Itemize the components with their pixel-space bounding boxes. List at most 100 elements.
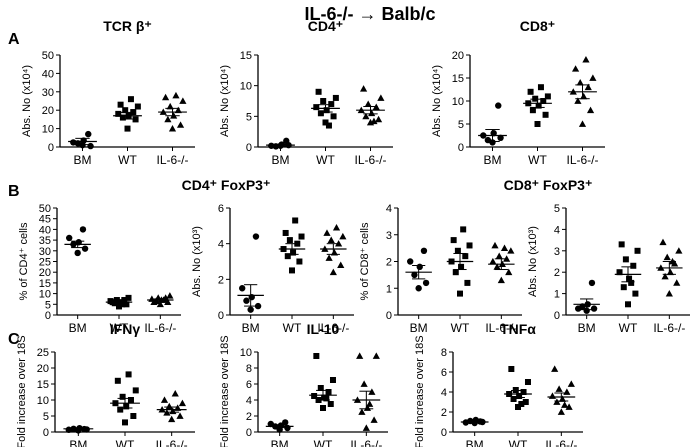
y-tick-label: 50 bbox=[42, 50, 54, 62]
y-axis-label: Abs. No (x10³) bbox=[527, 226, 539, 297]
data-point bbox=[168, 125, 177, 132]
data-point bbox=[320, 405, 326, 411]
data-point bbox=[420, 247, 428, 254]
data-point bbox=[537, 84, 544, 91]
x-tick-label: IL-6-/- bbox=[350, 438, 382, 447]
y-tick-label: 25 bbox=[37, 347, 49, 359]
data-point bbox=[557, 408, 565, 415]
chart-b4: 0 1 2 3 4 5 Abs. No (x10³) BM WT IL-6-/- bbox=[527, 203, 690, 335]
data-point bbox=[317, 385, 324, 391]
data-point bbox=[317, 110, 324, 117]
data-point bbox=[166, 292, 174, 299]
data-point bbox=[66, 234, 73, 242]
data-point bbox=[87, 142, 94, 150]
series-bm bbox=[460, 416, 489, 427]
data-point bbox=[359, 85, 368, 92]
data-point bbox=[315, 88, 322, 95]
data-point bbox=[458, 263, 465, 270]
data-point bbox=[542, 111, 549, 118]
data-point bbox=[422, 279, 430, 287]
data-point bbox=[166, 102, 174, 110]
y-tick-label: 15 bbox=[37, 379, 49, 391]
data-point bbox=[618, 241, 625, 248]
x-tick-label: BM bbox=[578, 321, 596, 335]
y-tick-label: 6 bbox=[246, 379, 252, 391]
data-point bbox=[377, 94, 385, 101]
data-point bbox=[179, 97, 187, 104]
y-tick-label: 10 bbox=[240, 347, 252, 359]
y-axis-label: Fold increase over 18S bbox=[414, 335, 426, 447]
data-point bbox=[507, 247, 515, 254]
series-il-6- bbox=[156, 390, 187, 423]
data-point bbox=[516, 393, 523, 399]
x-tick-label: IL-6-/- bbox=[156, 153, 188, 167]
data-point bbox=[497, 134, 504, 141]
y-axis-label: Fold increase over 18S bbox=[16, 335, 28, 447]
chart-title: CD4⁺ bbox=[308, 18, 343, 34]
series-bm bbox=[68, 130, 97, 150]
data-point bbox=[332, 94, 339, 101]
data-point bbox=[123, 301, 130, 308]
panel-letter-a: A bbox=[8, 31, 20, 48]
data-point bbox=[630, 262, 637, 269]
data-point bbox=[156, 300, 164, 308]
x-tick-label: WT bbox=[110, 321, 129, 335]
y-tick-label: 4 bbox=[246, 395, 252, 407]
data-point bbox=[113, 297, 120, 304]
y-tick-label: 30 bbox=[42, 87, 54, 99]
data-point bbox=[416, 263, 423, 271]
data-point bbox=[464, 279, 471, 286]
data-point bbox=[368, 109, 376, 117]
data-point bbox=[176, 412, 184, 419]
y-axis-label: Abs. No (x10⁴) bbox=[21, 65, 33, 137]
data-point bbox=[622, 256, 629, 263]
data-point bbox=[659, 238, 667, 246]
y-tick-label: 5 bbox=[45, 299, 51, 311]
y-tick-label: 15 bbox=[452, 73, 464, 85]
data-point bbox=[327, 236, 335, 243]
x-tick-label: BM bbox=[466, 438, 484, 447]
series-bm bbox=[573, 279, 600, 314]
data-point bbox=[134, 103, 141, 110]
chart-title: TCR β⁺ bbox=[103, 18, 152, 34]
x-tick-label: BM bbox=[271, 438, 289, 447]
series-wt bbox=[311, 88, 340, 129]
y-tick-label: 2 bbox=[246, 411, 252, 423]
data-point bbox=[563, 388, 571, 395]
data-point bbox=[132, 116, 139, 123]
data-point bbox=[311, 393, 318, 399]
y-tick-label: 10 bbox=[42, 124, 54, 136]
data-point bbox=[632, 290, 639, 297]
data-point bbox=[466, 242, 473, 249]
x-tick-label: WT bbox=[528, 153, 547, 167]
data-point bbox=[411, 271, 418, 279]
data-point bbox=[325, 122, 332, 129]
data-point bbox=[124, 125, 131, 132]
y-tick-label: 8 bbox=[441, 347, 447, 359]
x-tick-label: BM bbox=[484, 153, 502, 167]
y-tick-label: 40 bbox=[42, 68, 54, 80]
data-point bbox=[457, 290, 463, 297]
data-point bbox=[515, 404, 521, 410]
y-tick-label: 10 bbox=[240, 81, 252, 93]
data-point bbox=[79, 226, 87, 233]
y-axis-label: % of CD8⁺ cells bbox=[359, 222, 371, 300]
data-point bbox=[370, 117, 378, 125]
y-tick-label: 1 bbox=[554, 289, 560, 301]
chart-title: CD8⁺ bbox=[520, 18, 555, 34]
data-point bbox=[505, 268, 513, 276]
data-point bbox=[673, 279, 681, 286]
data-point bbox=[337, 261, 345, 268]
section-heading-cd8-foxp3: CD8⁺ FoxP3⁺ bbox=[504, 177, 593, 193]
data-point bbox=[590, 305, 598, 312]
data-point bbox=[586, 106, 595, 114]
data-point bbox=[527, 88, 534, 95]
series-wt bbox=[105, 294, 133, 310]
series-il-6- bbox=[656, 238, 683, 297]
y-tick-label: 0 bbox=[458, 142, 464, 154]
y-tick-label: 0 bbox=[48, 142, 54, 154]
x-tick-label: WT bbox=[283, 321, 302, 335]
series-bm bbox=[405, 247, 432, 292]
series-bm bbox=[63, 424, 94, 434]
data-point bbox=[125, 294, 132, 301]
